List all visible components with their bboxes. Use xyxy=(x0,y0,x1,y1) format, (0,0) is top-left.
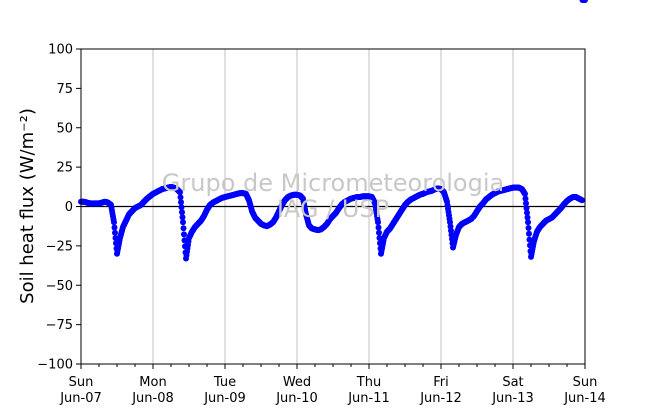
y-tick-label: 50 xyxy=(56,121,73,136)
y-tick-label: 75 xyxy=(56,82,73,97)
x-tick-label-day: Sun xyxy=(69,375,94,390)
y-tick-label: 25 xyxy=(56,161,73,176)
data-point-fill xyxy=(179,209,185,216)
data-point xyxy=(522,190,528,197)
data-points xyxy=(78,0,588,262)
x-tick-label-day: Mon xyxy=(139,375,166,390)
data-point-fill xyxy=(524,214,531,221)
y-tick-label: −100 xyxy=(37,358,73,373)
watermark-line-1: Grupo de Micrometeorologia xyxy=(162,169,504,197)
x-tick-label-date: Jun-12 xyxy=(419,391,462,406)
data-point-fill xyxy=(376,229,382,236)
data-point-fill xyxy=(522,195,529,202)
data-point-fill xyxy=(178,204,185,211)
data-point-fill xyxy=(178,199,184,206)
data-point xyxy=(579,197,585,204)
data-point-fill xyxy=(111,224,118,231)
data-point-fill xyxy=(375,224,382,231)
x-tick-label-day: Tue xyxy=(213,375,236,390)
data-point-fill xyxy=(525,225,532,232)
x-tick-label-date: Jun-14 xyxy=(563,391,606,406)
x-tick-label-date: Jun-08 xyxy=(131,391,174,406)
data-point xyxy=(525,219,531,226)
data-point-fill xyxy=(179,214,186,221)
x-tick-label-date: Jun-10 xyxy=(275,391,318,406)
x-tick-label-date: Jun-11 xyxy=(347,391,390,406)
x-tick-label-day: Thu xyxy=(356,375,381,390)
y-tick-label: −50 xyxy=(46,279,73,294)
data-point-fill xyxy=(523,205,530,212)
data-point-fill xyxy=(526,230,532,237)
data-point xyxy=(111,219,117,226)
data-point-fill xyxy=(112,229,118,236)
data-point-fill xyxy=(524,209,530,216)
data-point xyxy=(180,219,186,226)
x-tick-label-day: Sun xyxy=(573,375,598,390)
data-point xyxy=(375,219,381,226)
x-axis: SunJun-07MonJun-08TueJun-09WedJun-10ThuJ… xyxy=(59,364,606,406)
data-point-fill xyxy=(523,200,529,207)
x-tick-label-date: Jun-09 xyxy=(203,391,246,406)
watermark-line-2: IAG / USP xyxy=(277,195,389,223)
data-point-fill xyxy=(526,236,533,243)
y-tick-label: 0 xyxy=(65,200,73,215)
x-tick-label-day: Fri xyxy=(433,375,449,390)
data-point xyxy=(177,189,183,196)
y-tick-label: −25 xyxy=(46,239,73,254)
y-axis-label: Soil heat flux (W/m⁻²) xyxy=(17,108,38,304)
data-point xyxy=(582,0,588,3)
data-point-fill xyxy=(177,194,184,201)
x-tick-label-day: Sat xyxy=(502,375,523,390)
x-tick-label-date: Jun-07 xyxy=(59,391,102,406)
x-tick-label-date: Jun-13 xyxy=(491,391,534,406)
y-tick-label: −75 xyxy=(46,318,73,333)
data-point-fill xyxy=(181,231,187,238)
data-point-fill xyxy=(180,225,187,232)
x-tick-label-day: Wed xyxy=(283,375,311,390)
y-tick-label: 100 xyxy=(48,43,73,58)
y-axis: 100 75 50 25 0 −25 −50 −75 −100 xyxy=(37,43,81,373)
watermark: Grupo de Micrometeorologia IAG / USP xyxy=(162,169,504,223)
